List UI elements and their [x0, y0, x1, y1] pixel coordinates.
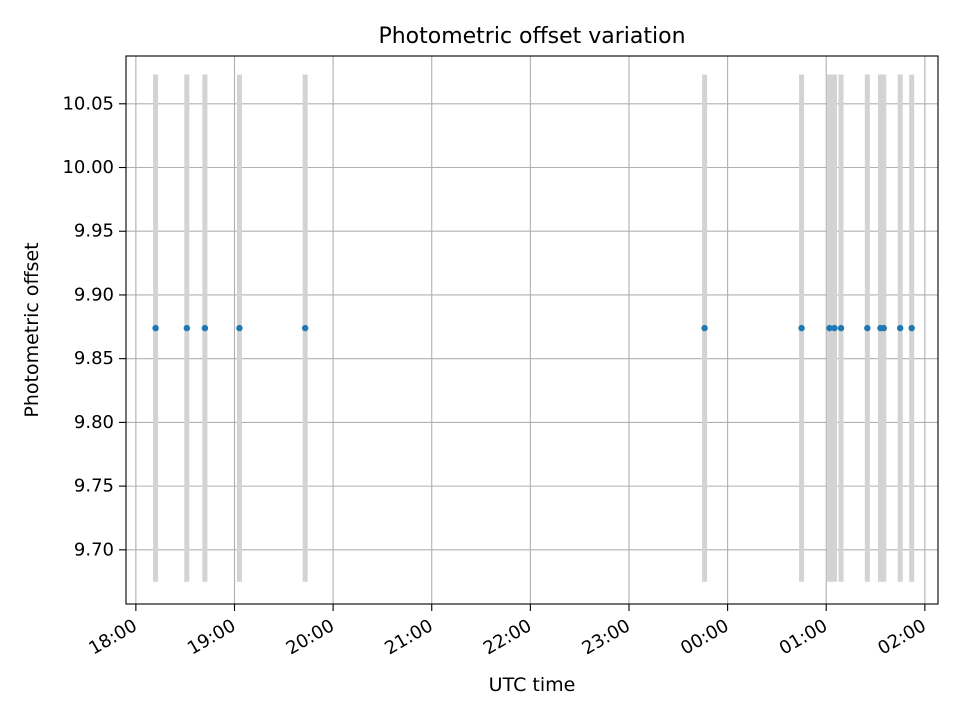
data-point — [201, 324, 209, 332]
y-tick-label: 10.05 — [62, 93, 114, 114]
y-axis: 9.70 9.75 9.80 9.85 9.90 9.95 10.00 10.05 — [62, 93, 126, 560]
data-point — [798, 324, 805, 332]
y-axis-label: Photometric offset — [21, 242, 43, 417]
data-point — [152, 324, 159, 332]
data-point — [831, 324, 838, 332]
data-point — [826, 324, 833, 332]
data-point — [880, 324, 887, 332]
data-point — [837, 324, 845, 332]
plot-area — [126, 56, 938, 604]
y-tick-label: 9.95 — [74, 221, 114, 242]
data-point — [701, 324, 708, 332]
y-tick-label: 9.85 — [74, 348, 114, 369]
plot-frame — [125, 55, 939, 605]
y-tick-label: 9.75 — [74, 476, 114, 497]
chart-title: Photometric offset variation — [378, 24, 685, 49]
data-point — [183, 324, 191, 332]
y-tick-label: 9.80 — [74, 412, 114, 433]
x-axis-label: UTC time — [489, 674, 576, 696]
data-point — [301, 324, 309, 332]
data-point — [896, 324, 904, 332]
data-point — [908, 324, 915, 332]
data-points — [152, 324, 915, 332]
data-point — [864, 324, 871, 332]
y-tick-label: 9.70 — [74, 539, 114, 560]
y-tick-label: 9.90 — [74, 284, 114, 305]
data-point — [236, 324, 243, 332]
y-tick-label: 10.00 — [62, 157, 114, 178]
